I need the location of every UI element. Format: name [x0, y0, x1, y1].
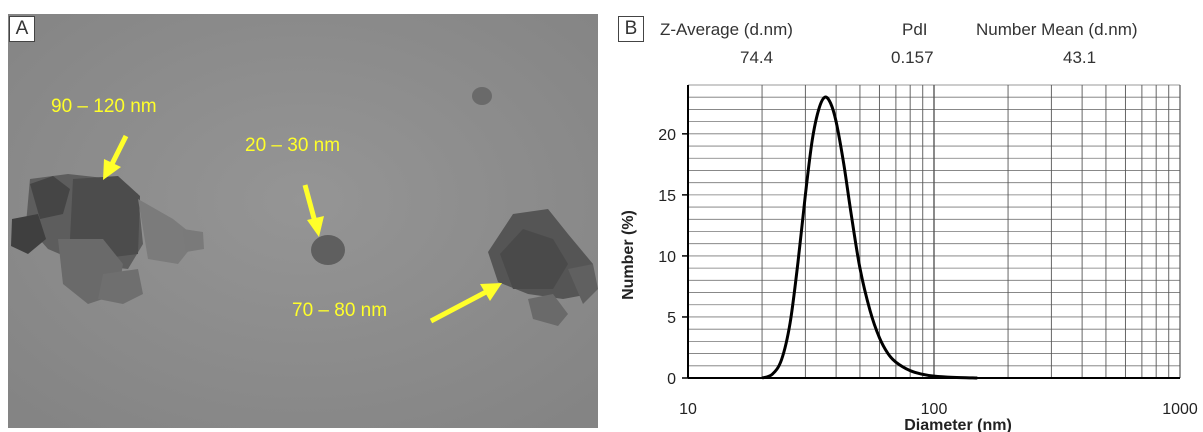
x-axis-label: Diameter (nm) [904, 417, 1012, 432]
x-tick-label: 100 [921, 401, 948, 418]
y-tick-label: 0 [667, 371, 676, 388]
stat-pdi-name: PdI [902, 20, 928, 39]
annotation-70-80: 70 – 80 nm [292, 300, 388, 321]
y-tick-label: 5 [667, 310, 676, 327]
x-tick-label: 1000 [1162, 401, 1198, 418]
panel-b-label: B [618, 16, 644, 42]
y-tick-label: 10 [658, 249, 676, 266]
stat-zaverage-value: 74.4 [740, 48, 774, 67]
dls-chart: 0 5 10 15 20 10 100 1000 Diameter (nm) Number (… [620, 84, 1198, 432]
particle-cluster-right [488, 209, 598, 326]
series-line [761, 95, 978, 380]
stat-number-mean-value: 43.1 [1063, 48, 1097, 67]
annotation-20-30: 20 – 30 nm [245, 135, 341, 156]
stat-pdi-value: 0.157 [891, 48, 934, 67]
chart-ticks: 0 5 10 15 20 10 100 1000 [658, 127, 1198, 418]
tem-image [8, 14, 598, 428]
y-tick-label: 20 [658, 127, 676, 144]
tem-micrograph [8, 14, 598, 428]
panel-a-label: A [9, 16, 35, 42]
stat-number-mean-name: Number Mean (d.nm) [976, 20, 1138, 39]
chart-grid [687, 84, 1181, 379]
y-tick-label: 15 [658, 188, 676, 205]
x-tick-label: 10 [679, 401, 697, 418]
stat-zaverage-name: Z-Average (d.nm) [660, 20, 793, 39]
particle-small [311, 235, 345, 265]
particle-speck [472, 87, 492, 105]
particle-cluster-left [11, 174, 204, 304]
y-axis-label: Number (%) [620, 210, 637, 300]
annotation-90-120: 90 – 120 nm [51, 96, 157, 117]
